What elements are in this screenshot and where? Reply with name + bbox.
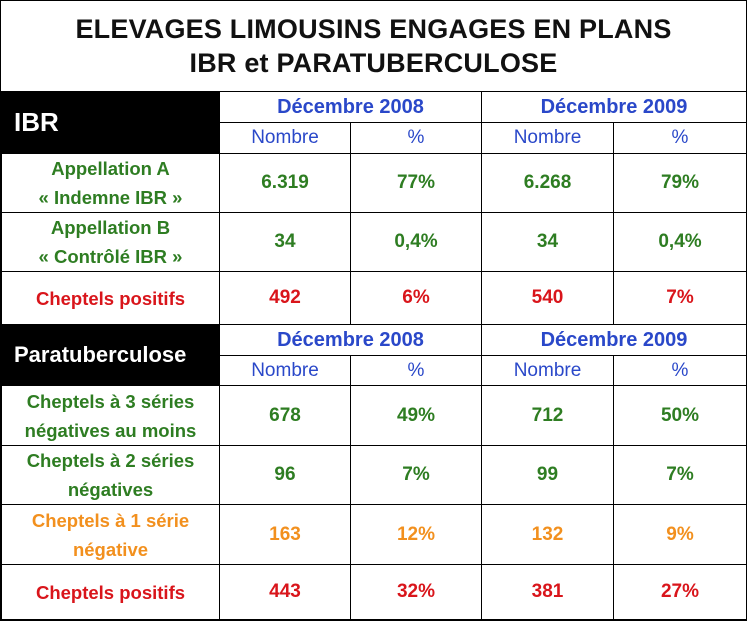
para-period-2008: Décembre 2008 xyxy=(219,324,482,356)
table-row: Appellation B « Contrôlé IBR » 34 0,4% 34… xyxy=(1,212,747,272)
value-pct-2009: 79% xyxy=(613,153,747,213)
value-nombre-2009: 132 xyxy=(481,504,614,565)
value-nombre-2008: 678 xyxy=(219,385,351,446)
value-pct-2009: 0,4% xyxy=(613,212,747,272)
value-pct-2008: 12% xyxy=(350,504,482,565)
ibr-col-pct-2009: % xyxy=(613,122,747,154)
value-pct-2009: 27% xyxy=(613,564,747,620)
title-block: ELEVAGES LIMOUSINS ENGAGES EN PLANS IBR … xyxy=(1,1,746,92)
value-pct-2008: 32% xyxy=(350,564,482,620)
row-label: Cheptels positifs xyxy=(1,564,220,620)
table-row: Appellation A « Indemne IBR » 6.319 77% 6… xyxy=(1,153,747,213)
value-pct-2009: 7% xyxy=(613,445,747,505)
value-pct-2009: 7% xyxy=(613,271,747,325)
row-label: Cheptels à 2 séries négatives xyxy=(1,445,220,505)
value-nombre-2009: 712 xyxy=(481,385,614,446)
ibr-period-2008: Décembre 2008 xyxy=(219,91,482,123)
para-heading: Paratuberculose xyxy=(1,324,220,386)
para-col-nombre-2008: Nombre xyxy=(219,355,351,386)
value-pct-2008: 77% xyxy=(350,153,482,213)
ibr-table: IBR Décembre 2008 Décembre 2009 Nombre %… xyxy=(1,91,747,325)
value-nombre-2008: 34 xyxy=(219,212,351,272)
para-col-nombre-2009: Nombre xyxy=(481,355,614,386)
row-label-line-2: négatives xyxy=(67,479,154,500)
row-label: Appellation A « Indemne IBR » xyxy=(1,153,220,213)
value-nombre-2008: 6.319 xyxy=(219,153,351,213)
row-label-line-1: Appellation B xyxy=(50,217,171,238)
row-label: Appellation B « Contrôlé IBR » xyxy=(1,212,220,272)
value-pct-2008: 0,4% xyxy=(350,212,482,272)
para-period-2009: Décembre 2009 xyxy=(481,324,747,356)
value-pct-2009: 50% xyxy=(613,385,747,446)
para-col-pct-2009: % xyxy=(613,355,747,386)
table-row: Cheptels à 3 séries négatives au moins 67… xyxy=(1,385,747,446)
value-nombre-2008: 96 xyxy=(219,445,351,505)
value-nombre-2009: 34 xyxy=(481,212,614,272)
row-label-line-2: « Indemne IBR » xyxy=(38,187,183,208)
table-row: Cheptels positifs 492 6% 540 7% xyxy=(1,271,747,325)
value-nombre-2009: 540 xyxy=(481,271,614,325)
value-pct-2008: 7% xyxy=(350,445,482,505)
row-label: Cheptels positifs xyxy=(1,271,220,325)
ibr-period-2009: Décembre 2009 xyxy=(481,91,747,123)
value-pct-2008: 6% xyxy=(350,271,482,325)
title-line-1: ELEVAGES LIMOUSINS ENGAGES EN PLANS xyxy=(75,14,672,44)
ibr-col-pct-2008: % xyxy=(350,122,482,154)
ibr-col-nombre-2009: Nombre xyxy=(481,122,614,154)
row-label-line-2: négative xyxy=(72,538,149,560)
value-nombre-2008: 163 xyxy=(219,504,351,565)
row-label-line-1: Appellation A xyxy=(51,158,170,179)
row-label-line-2: « Contrôlé IBR » xyxy=(38,246,183,267)
ibr-col-nombre-2008: Nombre xyxy=(219,122,351,154)
value-nombre-2009: 381 xyxy=(481,564,614,620)
row-label: Cheptels à 3 séries négatives au moins xyxy=(1,385,220,446)
table-row: Cheptels à 2 séries négatives 96 7% 99 7% xyxy=(1,445,747,505)
row-label-line-1: Cheptels à 3 séries xyxy=(26,390,195,412)
ibr-heading: IBR xyxy=(1,91,220,154)
row-label-line-1: Cheptels à 1 série xyxy=(31,509,190,531)
row-label-line-2: négatives au moins xyxy=(24,419,197,441)
row-label: Cheptels à 1 série négative xyxy=(1,504,220,565)
value-nombre-2009: 99 xyxy=(481,445,614,505)
value-pct-2008: 49% xyxy=(350,385,482,446)
value-pct-2009: 9% xyxy=(613,504,747,565)
title-line-2: IBR et PARATUBERCULOSE xyxy=(189,48,558,78)
value-nombre-2008: 443 xyxy=(219,564,351,620)
value-nombre-2008: 492 xyxy=(219,271,351,325)
table-row: Cheptels à 1 série négative 163 12% 132 9… xyxy=(1,504,747,565)
paratuberculose-table: Paratuberculose Décembre 2008 Décembre 2… xyxy=(1,324,747,620)
row-label-line-1: Cheptels à 2 séries xyxy=(26,450,195,471)
table-row: Cheptels positifs 443 32% 381 27% xyxy=(1,564,747,620)
para-col-pct-2008: % xyxy=(350,355,482,386)
value-nombre-2009: 6.268 xyxy=(481,153,614,213)
